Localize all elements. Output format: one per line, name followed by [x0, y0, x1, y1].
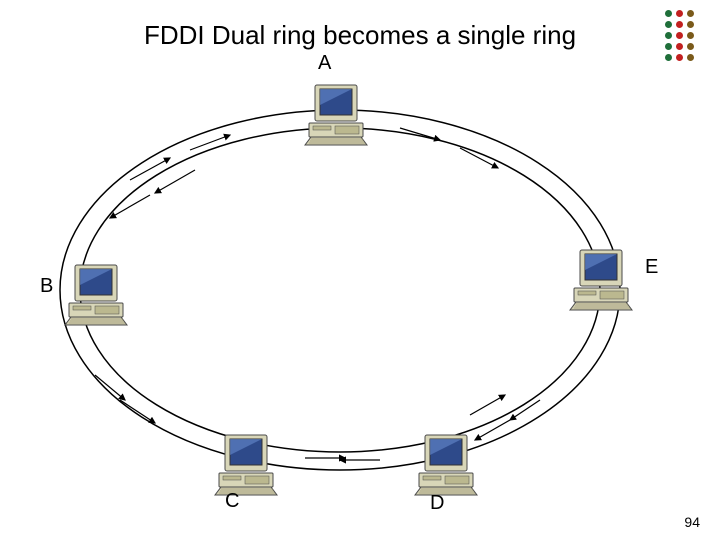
node-label-e: E [645, 256, 658, 279]
computer-icon [215, 435, 277, 495]
computer-icon [65, 265, 127, 325]
node-label-a: A [318, 52, 331, 75]
node-label-d: D [430, 492, 444, 515]
page-number: 94 [684, 514, 700, 530]
computer-icon [305, 85, 367, 145]
fddi-ring-diagram [0, 0, 720, 540]
computer-icon [570, 250, 632, 310]
node-label-b: B [40, 275, 53, 298]
node-label-c: C [225, 490, 239, 513]
